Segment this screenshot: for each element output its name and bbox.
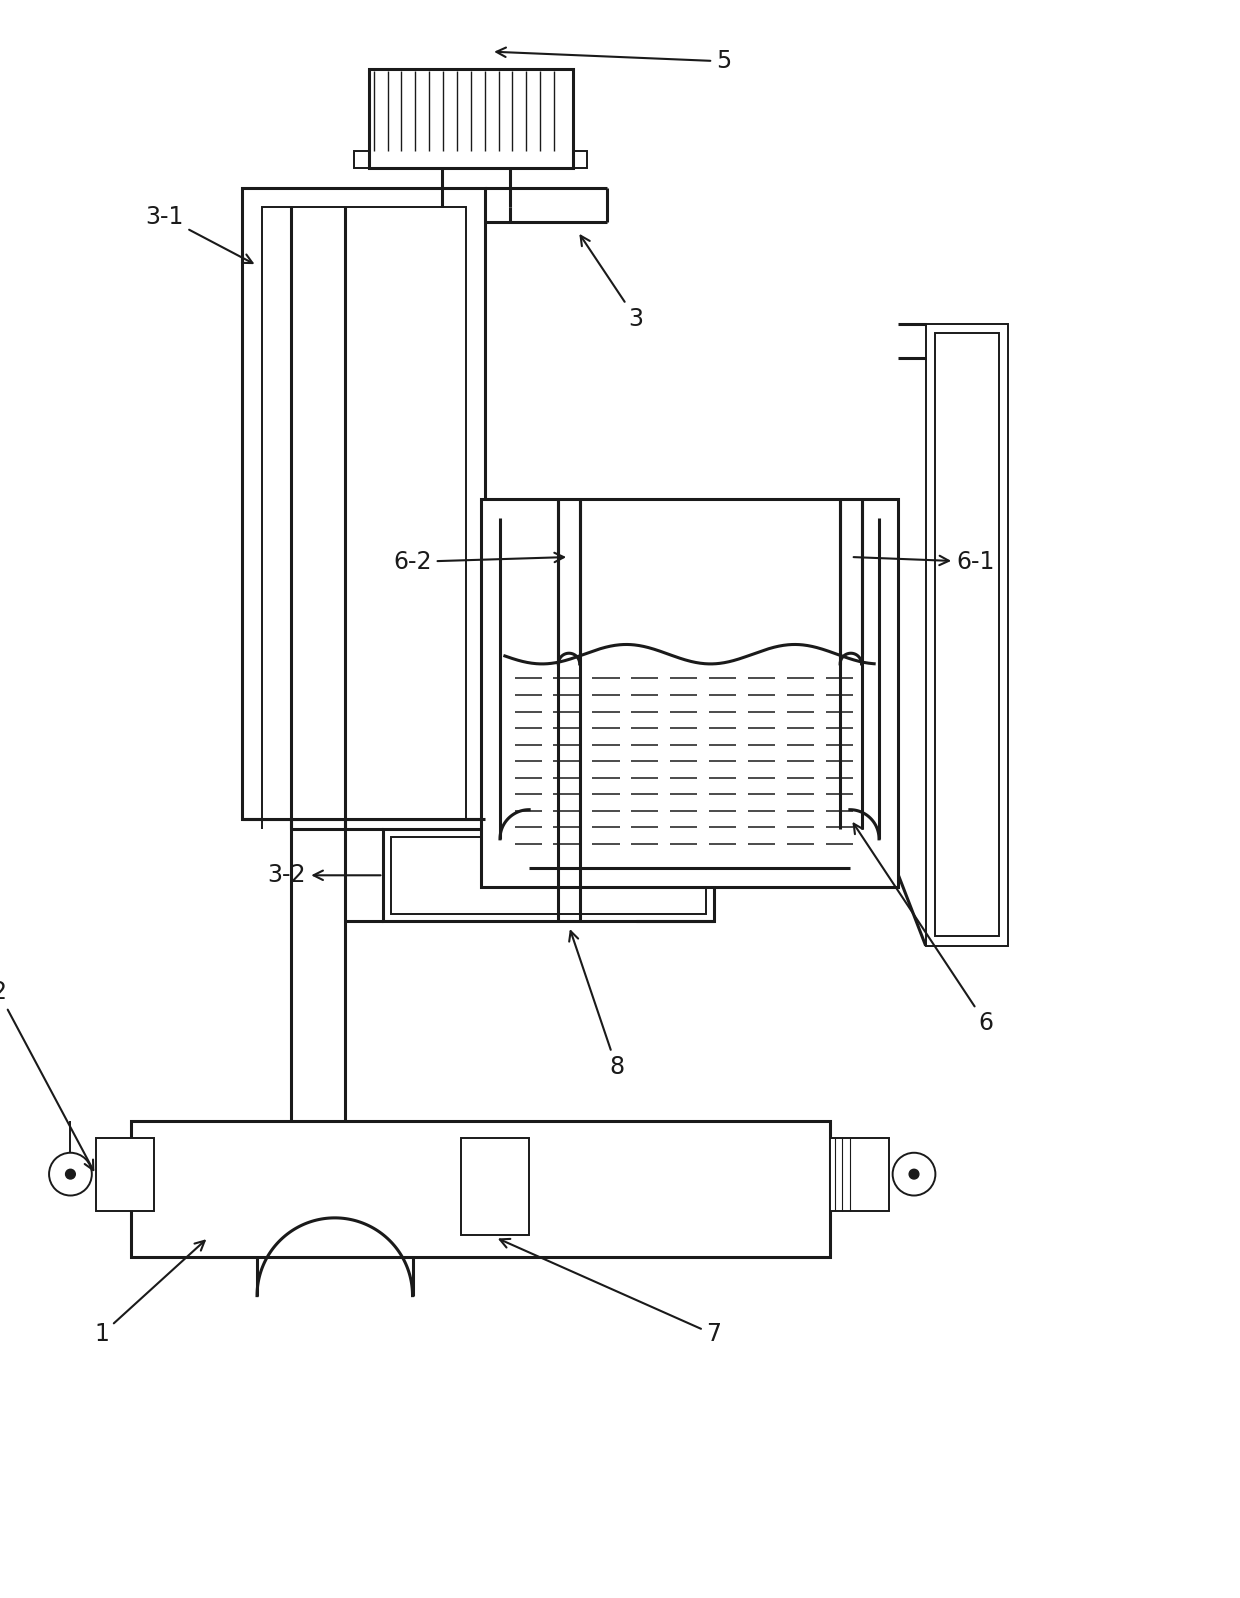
Text: 8: 8 [569,932,624,1079]
Bar [926,324,1008,946]
Circle shape [66,1170,76,1179]
Text: 5: 5 [496,48,732,74]
Text: 2: 2 [0,981,93,1170]
Bar [262,208,466,820]
Text: 6: 6 [853,823,993,1036]
Text: 6-2: 6-2 [393,550,564,574]
Text: 7: 7 [500,1238,722,1347]
Text: 1: 1 [94,1240,205,1347]
Bar [355,150,588,168]
Text: 6-1: 6-1 [853,550,996,574]
Bar [243,187,485,820]
Bar [391,837,706,914]
Bar [368,69,573,168]
Bar [831,1138,889,1211]
Text: 3-1: 3-1 [145,205,253,264]
Bar [481,499,899,887]
Bar [95,1138,154,1211]
Bar [935,334,998,936]
Circle shape [909,1170,919,1179]
Text: 3-2: 3-2 [267,863,381,887]
Bar [130,1120,831,1256]
Bar [461,1138,529,1235]
Bar [383,829,714,922]
Text: 3: 3 [580,235,644,331]
